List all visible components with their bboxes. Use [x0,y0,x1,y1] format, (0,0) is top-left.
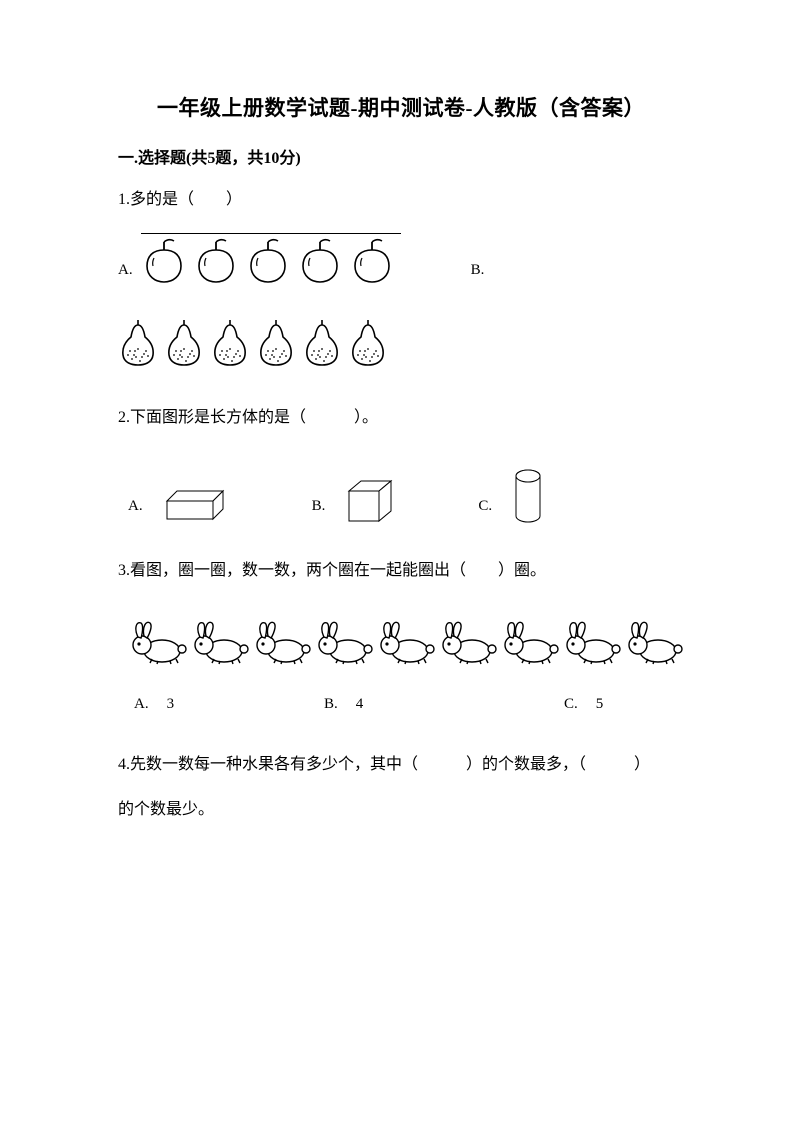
question-3-text: 3.看图，圈一圈，数一数，两个圈在一起能圈出（ ）圈。 [118,553,684,590]
q3-option-c-value: 5 [596,696,604,713]
pear-icon [302,317,342,367]
rabbit-icon [252,619,314,665]
section-1-header: 一.选择题(共5题，共10分) [118,144,684,168]
q3-option-a-value: 3 [167,696,175,713]
question-2-text: 2.下面图形是长方体的是（ ）。 [118,400,684,437]
apple-icon [349,236,395,284]
cylinder-icon [514,469,542,523]
page-title: 一年级上册数学试题-期中测试卷-人教版（含答案） [118,92,684,122]
q2-option-c-label: C. [478,498,492,515]
apple-icon [245,236,291,284]
rabbit-icon [500,619,562,665]
cuboid-icon [165,487,227,523]
pear-icon [210,317,250,367]
pear-icon [118,317,158,367]
q1-option-b-label: B. [471,262,485,279]
pear-icon [256,317,296,367]
rabbit-icon [128,619,190,665]
q3-option-b-label: B. [324,696,338,713]
question-3-figure [128,619,684,670]
question-3-options: A. 3 B. 4 C. 5 [134,696,684,713]
q1-option-a-label: A. [118,262,133,279]
rabbit-icon [190,619,252,665]
question-4-line1: 4.先数一数每一种水果各有多少个，其中（ ）的个数最多，（ ） [118,747,684,784]
pear-icon [348,317,388,367]
rabbit-icon [314,619,376,665]
question-1-figure: A. B. [118,233,684,372]
q3-option-b-value: 4 [356,696,364,713]
rabbit-icon [438,619,500,665]
pear-icon [164,317,204,367]
cube-icon [347,479,393,523]
q2-option-a-label: A. [128,498,143,515]
rabbit-icon [376,619,438,665]
q3-option-c-label: C. [564,696,578,713]
q2-option-b-label: B. [312,498,326,515]
question-2-options: A. B. C. [128,469,684,523]
q3-option-a-label: A. [134,696,149,713]
rabbit-icon [562,619,624,665]
rabbit-icon [624,619,686,665]
question-4-line2: 的个数最少。 [118,792,684,829]
apple-icon [193,236,239,284]
apple-icon [141,236,187,284]
apple-icon [297,236,343,284]
question-1-text: 1.多的是（ ） [118,182,684,219]
